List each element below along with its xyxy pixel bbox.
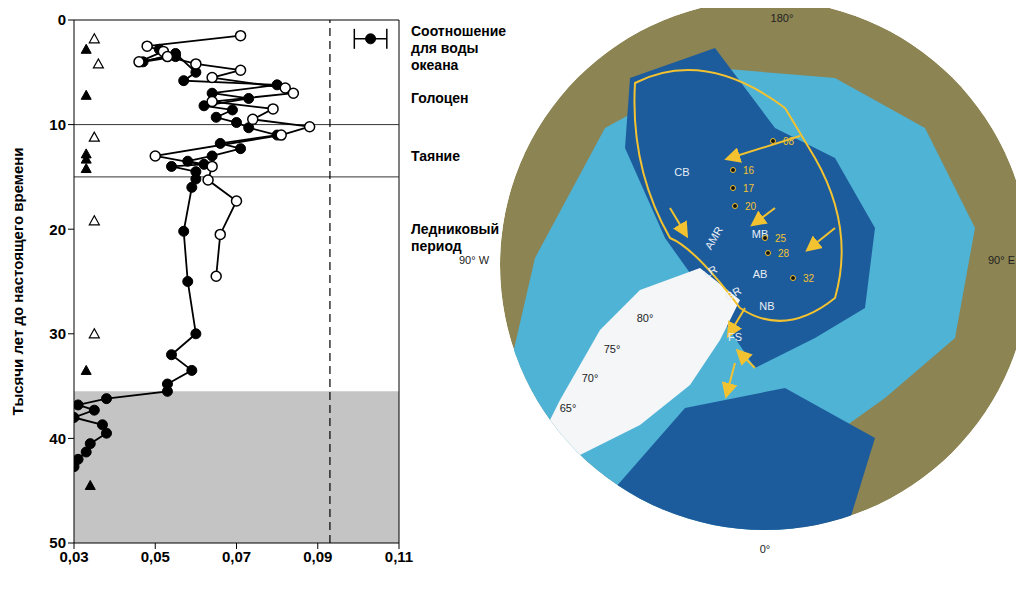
svg-text:Тысячи лет до настоящего време: Тысячи лет до настоящего времени bbox=[9, 147, 26, 415]
svg-text:20: 20 bbox=[745, 201, 757, 212]
svg-text:0: 0 bbox=[58, 11, 66, 28]
svg-text:GR: GR bbox=[723, 284, 743, 303]
svg-text:90° W: 90° W bbox=[459, 254, 490, 266]
svg-text:17: 17 bbox=[743, 183, 755, 194]
svg-text:20: 20 bbox=[49, 221, 66, 238]
svg-text:NB: NB bbox=[759, 300, 774, 312]
svg-text:65°: 65° bbox=[560, 402, 577, 414]
svg-text:AB: AB bbox=[753, 268, 768, 280]
svg-text:25: 25 bbox=[775, 233, 787, 244]
svg-text:32: 32 bbox=[803, 273, 815, 284]
svg-text:CB: CB bbox=[674, 166, 689, 178]
svg-text:0,09: 0,09 bbox=[303, 548, 332, 565]
svg-text:40: 40 bbox=[49, 430, 66, 447]
svg-text:75°: 75° bbox=[604, 343, 621, 355]
svg-text:08: 08 bbox=[783, 136, 795, 147]
svg-text:0,03: 0,03 bbox=[59, 547, 89, 565]
svg-text:90° E: 90° E bbox=[988, 254, 1015, 266]
svg-text:30: 30 bbox=[49, 325, 66, 342]
svg-text:0,11: 0,11 bbox=[385, 548, 413, 565]
svg-text:AMR: AMR bbox=[702, 224, 725, 251]
svg-text:180°: 180° bbox=[771, 12, 794, 24]
svg-text:Таяние: Таяние bbox=[411, 148, 460, 164]
svg-text:FS: FS bbox=[728, 331, 742, 343]
svg-text:0°: 0° bbox=[760, 543, 771, 555]
svg-text:80°: 80° bbox=[637, 312, 654, 324]
svg-text:Голоцен: Голоцен bbox=[411, 91, 469, 107]
svg-text:Ледниковыйпериод: Ледниковыйпериод bbox=[411, 221, 499, 254]
svg-text:50: 50 bbox=[49, 534, 66, 551]
svg-text:10: 10 bbox=[49, 116, 66, 133]
svg-text:Соотношениедля водыокеана: Соотношениедля водыокеана bbox=[411, 24, 506, 74]
svg-text:0,05: 0,05 bbox=[141, 548, 170, 565]
svg-text:28: 28 bbox=[778, 248, 790, 259]
svg-text:MB: MB bbox=[752, 228, 769, 240]
svg-text:0,07: 0,07 bbox=[222, 548, 251, 565]
svg-text:16: 16 bbox=[743, 165, 755, 176]
svg-text:LR: LR bbox=[701, 263, 719, 280]
svg-text:70°: 70° bbox=[582, 372, 599, 384]
